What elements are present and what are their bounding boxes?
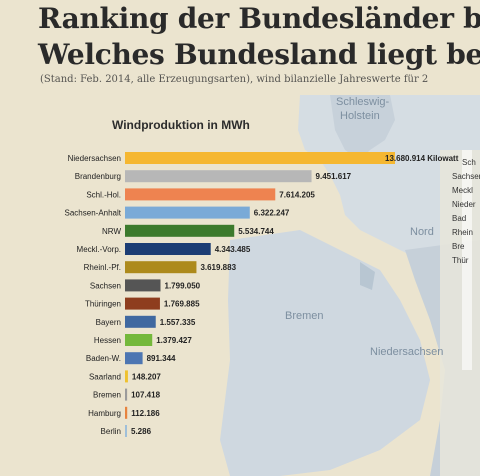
side-label: Thür bbox=[452, 256, 469, 265]
value-label: 5.286 bbox=[131, 427, 152, 436]
value-label: 1.557.335 bbox=[160, 318, 196, 327]
bar bbox=[125, 188, 276, 201]
bar bbox=[125, 152, 395, 164]
category-label: Meckl.-Vorp. bbox=[77, 245, 121, 254]
category-label: Bremen bbox=[93, 391, 121, 400]
value-label: 1.769.885 bbox=[164, 300, 200, 309]
category-label: Schl.-Hol. bbox=[86, 190, 121, 199]
side-label: Sachsen bbox=[452, 172, 480, 181]
bar bbox=[125, 425, 127, 437]
bar bbox=[125, 206, 250, 219]
bar bbox=[125, 224, 235, 237]
bar bbox=[125, 352, 143, 365]
bar bbox=[125, 261, 197, 274]
bar bbox=[125, 370, 128, 383]
side-label: Bad bbox=[452, 214, 467, 223]
category-label: NRW bbox=[102, 227, 121, 236]
category-label: Niedersachsen bbox=[68, 154, 121, 163]
map-label-schleswig: Schleswig- bbox=[336, 96, 390, 108]
river-shape bbox=[360, 262, 375, 290]
side-label: Nieder bbox=[452, 200, 476, 209]
page-title-line-1: Ranking der Bundesländer beim bbox=[38, 2, 480, 35]
land-center bbox=[220, 230, 430, 476]
page-title-line-2: Welches Bundesland liegt bei W bbox=[38, 38, 480, 71]
category-label: Brandenburg bbox=[75, 172, 121, 181]
side-bar bbox=[462, 150, 472, 370]
value-label: 9.451.617 bbox=[316, 172, 352, 181]
category-label: Sachsen-Anhalt bbox=[65, 209, 122, 218]
bar bbox=[125, 170, 312, 183]
bar bbox=[125, 406, 128, 419]
map-label-bremen: Bremen bbox=[285, 310, 324, 322]
category-label: Hessen bbox=[94, 336, 121, 345]
value-label: 3.619.883 bbox=[200, 263, 236, 272]
category-label: Bayern bbox=[96, 318, 121, 327]
value-label: 107.418 bbox=[131, 391, 160, 400]
value-label: 1.799.050 bbox=[165, 281, 201, 290]
map-label-nord: Nord bbox=[410, 226, 434, 238]
category-label: Baden-W. bbox=[86, 354, 121, 363]
value-label: 6.322.247 bbox=[254, 209, 290, 218]
map-label-holstein: Holstein bbox=[340, 110, 380, 122]
bar bbox=[125, 297, 160, 310]
category-label: Thüringen bbox=[85, 300, 121, 309]
category-label: Saarland bbox=[89, 372, 121, 381]
side-label: Rhein bbox=[452, 228, 473, 237]
category-label: Sachsen bbox=[90, 281, 121, 290]
value-label: 5.534.744 bbox=[238, 227, 274, 236]
bar bbox=[125, 279, 161, 292]
value-label: 148.207 bbox=[132, 372, 161, 381]
value-label: 112.186 bbox=[131, 409, 160, 418]
bar bbox=[125, 315, 156, 328]
land-north bbox=[330, 95, 395, 160]
side-strip bbox=[440, 150, 480, 476]
side-label: Sch bbox=[462, 158, 476, 167]
page-subtitle: (Stand: Feb. 2014, alle Erzeugungsarten)… bbox=[40, 74, 429, 85]
category-label: Berlin bbox=[101, 427, 121, 436]
value-label: 4.343.485 bbox=[215, 245, 251, 254]
bar bbox=[125, 334, 153, 346]
bar bbox=[125, 243, 211, 255]
value-label: 13.680.914 Kilowatt bbox=[385, 154, 459, 163]
value-label: 7.614.205 bbox=[279, 190, 315, 199]
category-label: Hamburg bbox=[88, 409, 121, 418]
bar bbox=[125, 388, 128, 401]
side-label: Bre bbox=[452, 242, 465, 251]
category-label: Rheinl.-Pf. bbox=[84, 263, 121, 272]
value-label: 1.379.427 bbox=[156, 336, 192, 345]
side-label: Meckl bbox=[452, 186, 473, 195]
value-label: 891.344 bbox=[147, 354, 176, 363]
chart-title: Windproduktion in MWh bbox=[112, 118, 250, 132]
map-label-niedersachsen: Niedersachsen bbox=[370, 346, 444, 358]
